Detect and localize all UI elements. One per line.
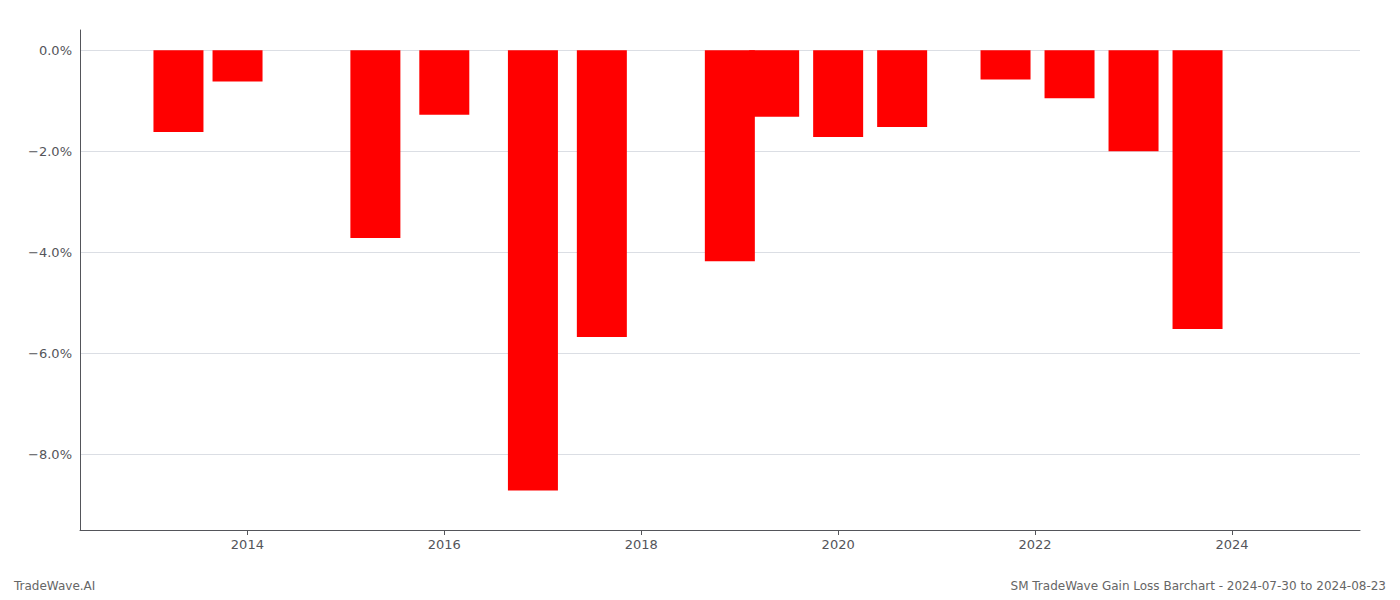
svg-text:2016: 2016: [428, 537, 461, 552]
svg-text:TradeWave.AI: TradeWave.AI: [13, 579, 95, 593]
svg-text:−8.0%: −8.0%: [28, 447, 72, 462]
svg-text:−4.0%: −4.0%: [28, 245, 72, 260]
svg-text:2024: 2024: [1215, 537, 1248, 552]
svg-text:SM TradeWave Gain Loss Barchar: SM TradeWave Gain Loss Barchart - 2024-0…: [1011, 579, 1387, 593]
svg-text:2020: 2020: [822, 537, 855, 552]
svg-text:2018: 2018: [625, 537, 658, 552]
svg-text:2014: 2014: [231, 537, 264, 552]
svg-text:−6.0%: −6.0%: [28, 346, 72, 361]
svg-text:0.0%: 0.0%: [39, 43, 72, 58]
svg-text:2022: 2022: [1019, 537, 1052, 552]
svg-text:−2.0%: −2.0%: [28, 144, 72, 159]
